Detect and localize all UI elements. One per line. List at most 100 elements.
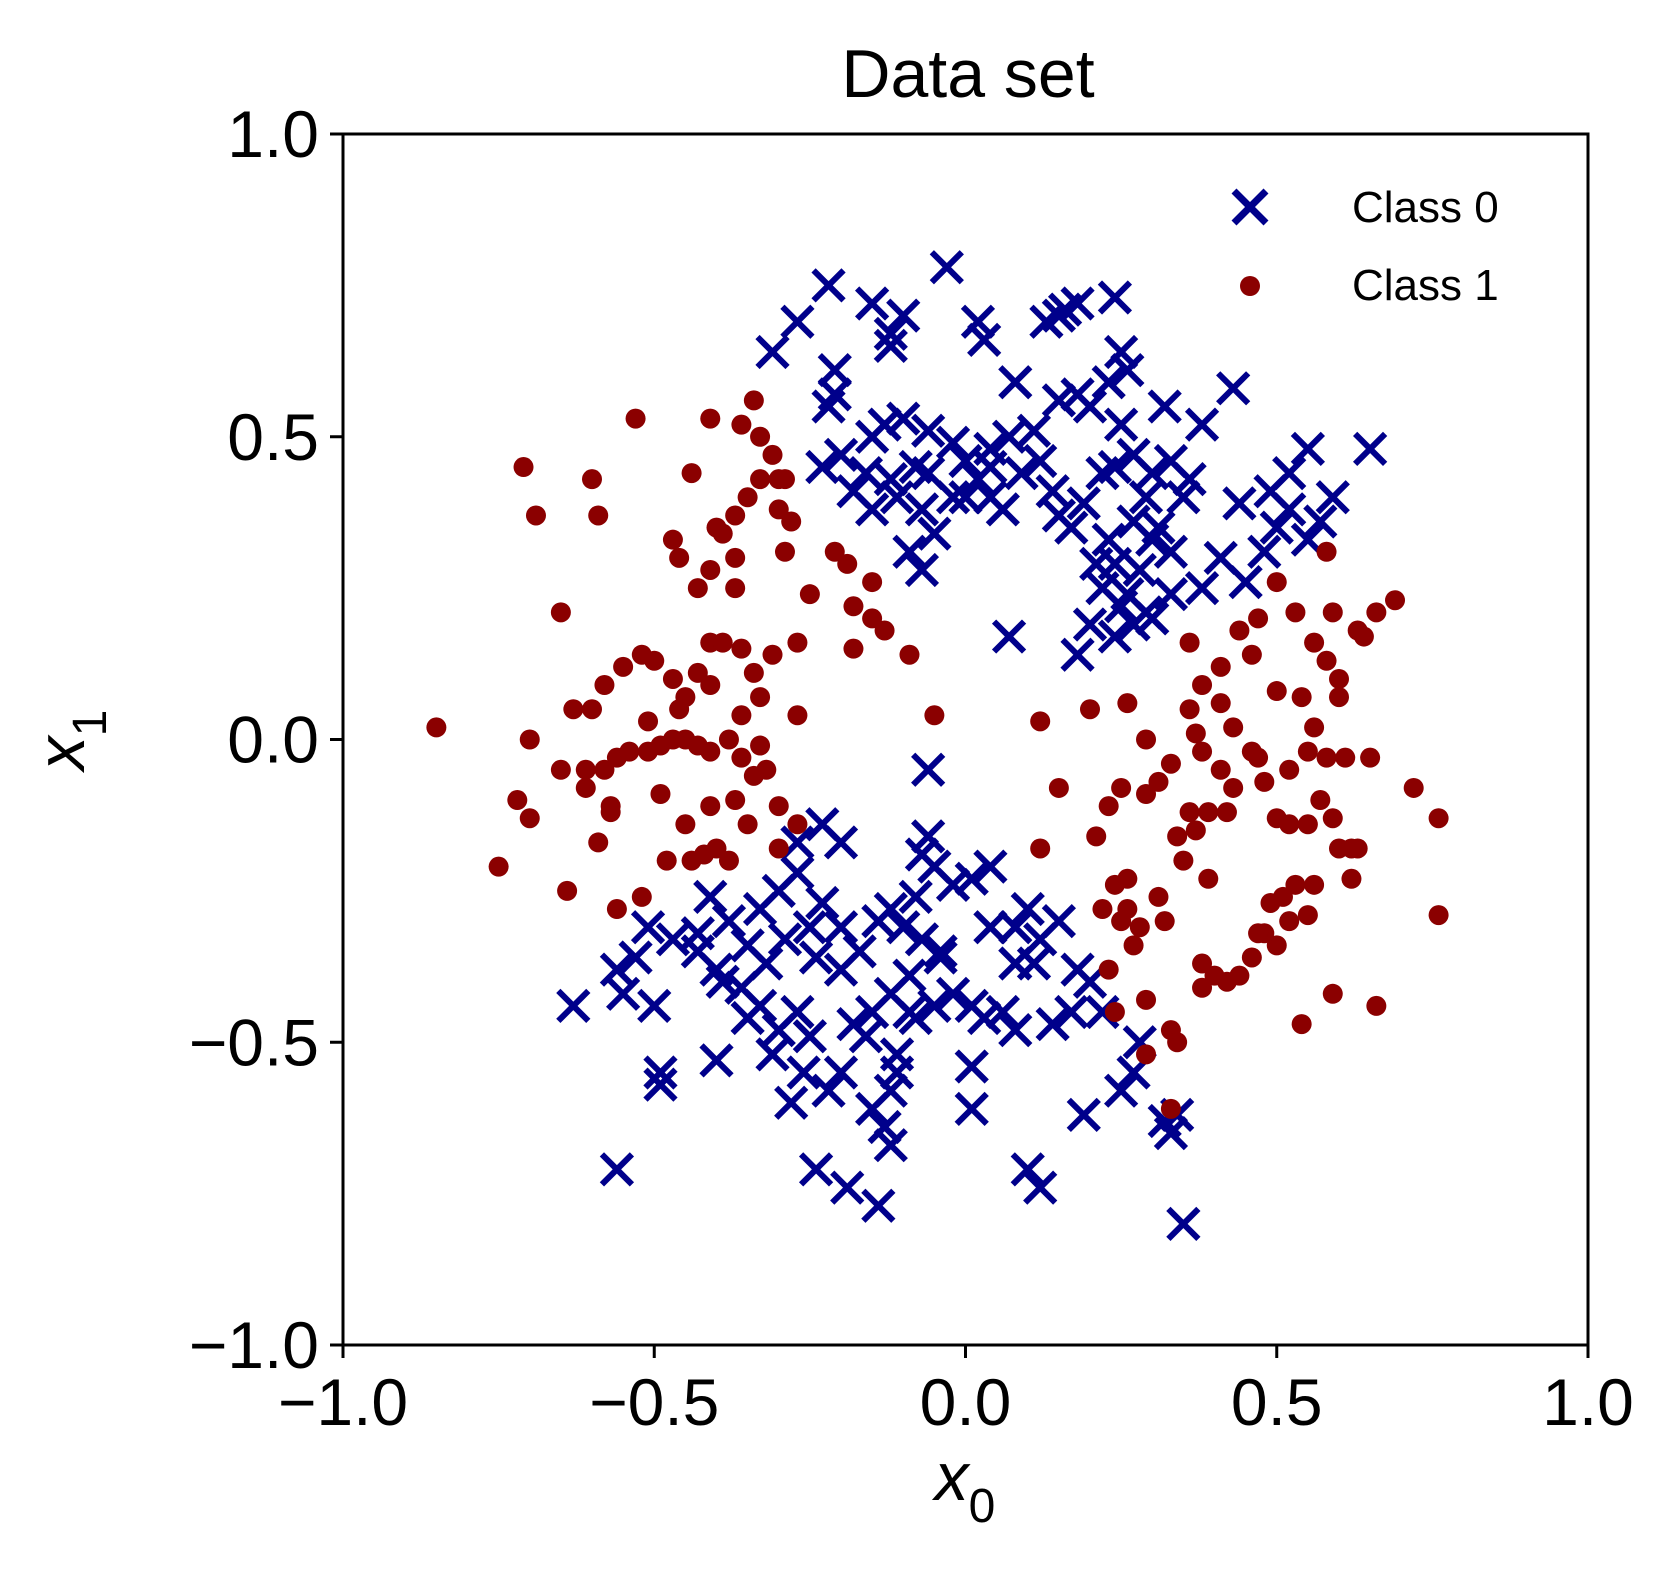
class-1-point: [1279, 911, 1300, 932]
class-1-point: [1030, 711, 1051, 732]
class-1-point: [787, 632, 808, 653]
class-1-point: [625, 408, 646, 429]
class-0-point: [1259, 510, 1294, 545]
class-0-point: [1016, 413, 1052, 448]
class-1-point: [700, 796, 721, 817]
class-0-point: [693, 879, 728, 915]
class-1-point: [638, 711, 659, 732]
class-1-point: [762, 444, 783, 465]
class-0-point: [637, 988, 672, 1024]
class-0-point: [1222, 486, 1257, 521]
class-1-point: [843, 638, 864, 659]
class-0-point: [991, 619, 1027, 654]
class-1-point: [1160, 753, 1181, 774]
class-1-point: [1254, 771, 1275, 792]
class-1-point: [787, 814, 808, 835]
class-0-point: [1353, 431, 1388, 466]
class-0-point: [1041, 383, 1076, 418]
class-0-point: [935, 480, 971, 515]
class-0-point: [811, 1073, 846, 1108]
class-0-point: [823, 437, 859, 473]
class-1-point: [1428, 808, 1449, 829]
class-1-point: [1316, 541, 1337, 562]
class-0-point: [1147, 389, 1182, 424]
class-1-point: [731, 414, 752, 435]
class-0-point: [1010, 1152, 1045, 1187]
class-0-point: [1041, 298, 1076, 333]
class-1-point: [1335, 747, 1356, 768]
class-1-point: [1223, 717, 1244, 738]
class-0-point: [1166, 480, 1201, 515]
class-1-point: [631, 886, 652, 907]
legend-label-class-0: Class 0: [1352, 183, 1499, 232]
class-1-point: [681, 463, 702, 484]
class-1-point: [706, 517, 727, 538]
class-0-point: [898, 1000, 933, 1036]
class-1-point: [1341, 868, 1362, 889]
class-1-point: [700, 408, 721, 429]
class-0-point: [904, 552, 940, 588]
class-0-point: [1097, 449, 1133, 485]
class-1-point: [1279, 759, 1300, 780]
class-0-point: [855, 286, 890, 321]
class-1-point: [582, 699, 602, 720]
class-0-point: [1060, 286, 1095, 321]
class-0-point: [798, 1152, 834, 1187]
class-0-point: [599, 952, 635, 987]
class-0-point: [954, 1049, 989, 1084]
class-1-point: [1136, 989, 1157, 1010]
class-0-point: [1153, 1115, 1189, 1151]
class-1-point: [725, 547, 746, 568]
class-0-point: [954, 1091, 989, 1126]
class-1-point: [743, 662, 764, 683]
class-1-point: [1291, 687, 1312, 708]
class-1-point: [1098, 959, 1119, 980]
class-1-point: [1316, 650, 1337, 671]
class-0-point: [1010, 891, 1045, 927]
class-1-point: [669, 699, 690, 720]
class-0-point: [1085, 994, 1120, 1030]
x-tick-label: 0.5: [1231, 1365, 1323, 1439]
class-0-point: [1135, 455, 1170, 491]
x-axis-label-subscript: 0: [969, 1480, 996, 1533]
class-1-point: [426, 717, 447, 738]
class-1-point: [600, 796, 621, 817]
class-0-point: [1228, 564, 1263, 600]
class-0-point: [1290, 431, 1325, 466]
class-0-point: [923, 940, 958, 975]
class-0-point: [973, 849, 1008, 884]
class-1-point: [687, 662, 708, 683]
class-0-point: [985, 492, 1020, 527]
class-1-point: [768, 796, 789, 817]
class-1-point: [1210, 693, 1231, 714]
class-1-point: [1216, 802, 1237, 823]
class-1-point: [712, 632, 733, 653]
class-1-point: [1297, 814, 1318, 835]
class-1-point: [519, 729, 540, 750]
class-1-point: [1185, 723, 1206, 744]
class-0-point: [755, 334, 790, 370]
class-0-point: [873, 328, 908, 364]
class-1-point: [1192, 741, 1213, 762]
x-axis-ticks: −1.0 −0.5 0.0 0.5 1.0: [278, 1345, 1634, 1439]
class-0-point: [1091, 522, 1126, 557]
class-1-point: [1129, 917, 1150, 938]
class-0-point: [680, 916, 715, 951]
class-1-point: [1111, 777, 1132, 798]
class-1-point: [1266, 572, 1287, 593]
class-1-point: [1366, 602, 1387, 623]
x-tick-label: −0.5: [589, 1365, 719, 1439]
class-1-point: [781, 511, 802, 532]
class-1-point: [1204, 965, 1225, 986]
class-1-point: [1136, 783, 1157, 804]
class-0-point: [786, 1055, 821, 1090]
y-tick-label: 1.0: [227, 97, 319, 171]
class-0-point: [1072, 389, 1108, 424]
class-0-point: [643, 1055, 678, 1090]
class-0-point: [998, 1013, 1033, 1048]
class-0-point: [855, 492, 890, 527]
class-1-point: [687, 578, 708, 599]
y-axis-label: x1: [23, 710, 117, 774]
class-1-point: [843, 596, 864, 617]
